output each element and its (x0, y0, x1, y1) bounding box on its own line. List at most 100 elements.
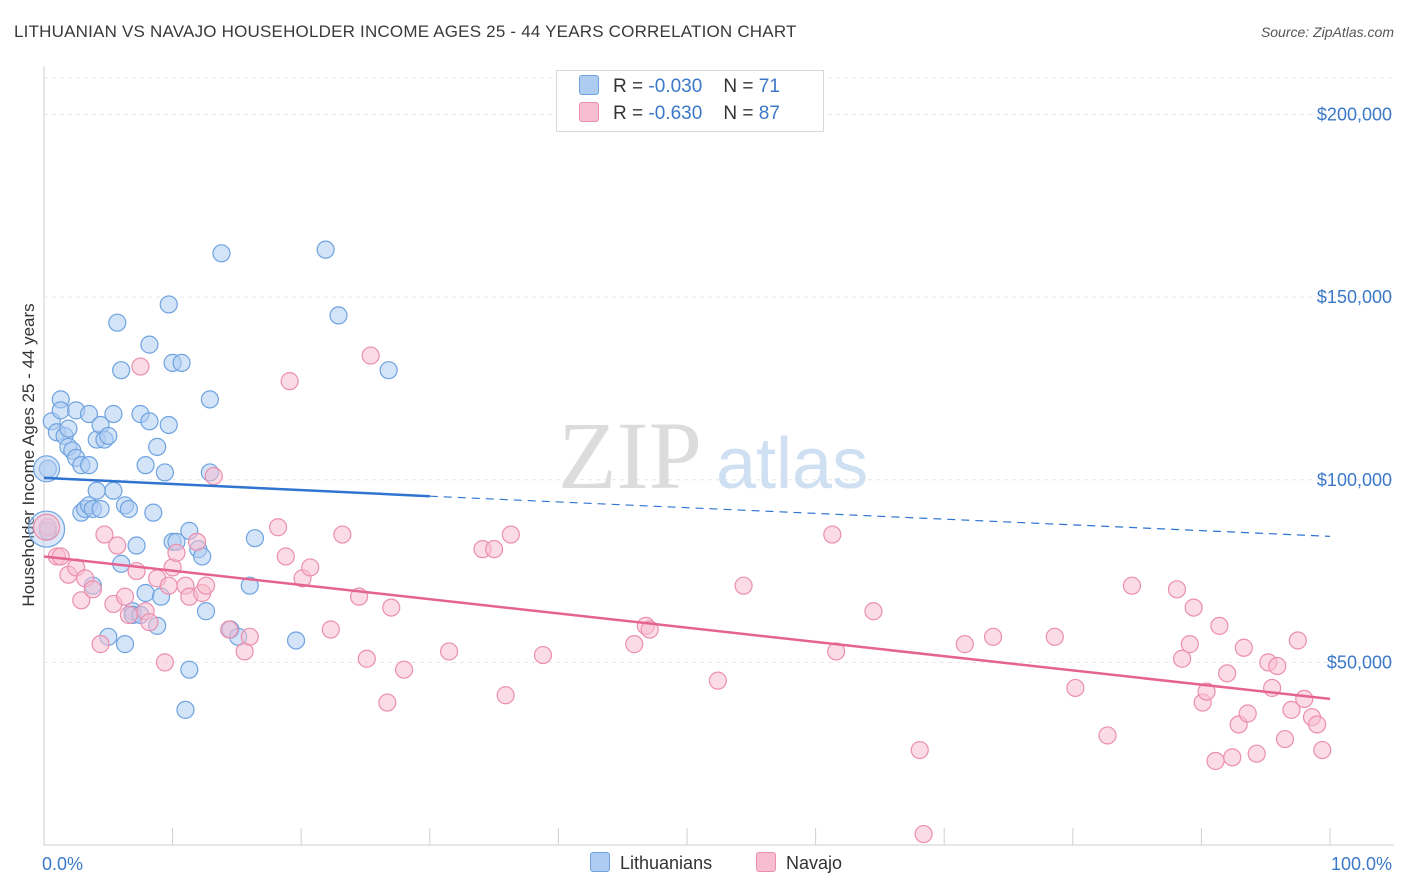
navajo-point (276, 547, 295, 566)
grid-lines (44, 77, 1394, 663)
lithuanian-trend-line (43, 476, 430, 498)
navajo-point (625, 635, 644, 654)
navajo-point (140, 613, 159, 632)
navajo-point (1167, 580, 1187, 599)
x-tick-label: 100.0% (1331, 854, 1392, 874)
navajo-point (864, 602, 883, 621)
lithuanian-point (87, 481, 106, 500)
legend-n-value: 71 (758, 76, 780, 97)
lithuanian-point (159, 295, 178, 314)
lithuanian-point (51, 401, 70, 420)
navajo-point (1275, 729, 1295, 749)
watermark-zip: ZIP (558, 402, 702, 509)
navajo-point (827, 642, 846, 661)
lithuanian-point (104, 481, 123, 500)
navajo-point (708, 671, 727, 690)
lithuanian-point (172, 353, 191, 372)
navajo-point (357, 649, 376, 668)
lithuanian-point (316, 240, 335, 259)
navajo-point (1295, 689, 1314, 709)
navajo-trend-line (43, 555, 1331, 701)
lithuanian-point (79, 456, 99, 475)
navajo-point (1247, 744, 1266, 763)
y-tick-label: $100,000 (1317, 470, 1392, 490)
navajo-point (167, 543, 186, 562)
lithuanian-point (99, 426, 118, 446)
navajo-point (1098, 726, 1117, 745)
navajo-point (1173, 649, 1192, 668)
trend-lines (43, 476, 1331, 701)
navajo-point (914, 824, 933, 844)
lithuanian-point (127, 536, 146, 555)
lithuanian-point (176, 700, 195, 719)
y-tick-label: $200,000 (1317, 105, 1392, 125)
lithuanian-point (148, 437, 167, 456)
navajo-point (361, 346, 380, 365)
x-tick-label: 0.0% (42, 854, 83, 874)
navajo-point (204, 467, 223, 486)
navajo-point (301, 558, 320, 577)
bottom-legend-label-navajo: Navajo (786, 853, 843, 873)
navajo-point (1238, 704, 1257, 723)
lithuanian-point (140, 335, 159, 354)
lithuanian-point (155, 463, 174, 482)
navajo-point (1223, 748, 1242, 767)
legend-r-label: R = (613, 76, 644, 97)
legend-n-value: 87 (758, 103, 780, 124)
navajo-point (155, 653, 174, 672)
lithuanian-point (212, 244, 231, 263)
navajo-point (72, 591, 91, 610)
navajo-point (1308, 715, 1327, 734)
lithuanian-point (159, 415, 178, 435)
navajo-point (439, 642, 459, 661)
axes (43, 66, 1394, 846)
navajo-point (823, 525, 842, 544)
navajo-point (1313, 740, 1332, 760)
lithuanian-point (329, 306, 348, 325)
y-tick-label: $50,000 (1327, 652, 1392, 672)
lithuanian-point (196, 602, 216, 621)
legend-r-value: -0.030 (648, 76, 703, 97)
scatter-points (27, 240, 1332, 844)
lithuanian-point (286, 631, 306, 650)
lithuanian-point (112, 361, 131, 380)
lithuanian-point (240, 576, 259, 595)
navajo-point (378, 693, 397, 712)
navajo-point (240, 627, 259, 646)
bottom-legend-swatch-lithuanians (590, 852, 610, 872)
y-tick-label: $150,000 (1317, 287, 1392, 307)
navajo-point (533, 645, 553, 665)
lithuanian-point (180, 660, 199, 679)
navajo-point (1268, 656, 1287, 676)
legend-r-label: R = (613, 103, 644, 124)
navajo-point (220, 620, 239, 639)
lithuanian-point (144, 503, 163, 522)
navajo-point (115, 587, 135, 606)
lithuanian-point (136, 456, 155, 475)
navajo-point (1282, 700, 1301, 719)
lithuanian-point (136, 583, 155, 603)
lithuanian-point (379, 361, 398, 380)
lithuanian-point (108, 313, 127, 332)
navajo-point (1122, 576, 1142, 595)
navajo-point (1206, 751, 1225, 771)
navajo-point (159, 576, 178, 595)
tick-labels: $50,000 $100,000 $150,000 $200,000 0.0% 100.0… (42, 105, 1392, 874)
navajo-point (382, 598, 401, 617)
navajo-point (1288, 631, 1307, 650)
navajo-point (983, 627, 1003, 646)
lithuanian-trend-extension (429, 495, 1331, 537)
navajo-point (1210, 616, 1229, 635)
navajo-point (1234, 638, 1253, 657)
bottom-legend-swatch-navajo (756, 852, 776, 872)
navajo-point (268, 518, 288, 537)
lithuanian-point-cluster (32, 455, 61, 483)
watermark: ZIP atlas (558, 402, 868, 509)
legend-swatch-lithuanians (579, 75, 599, 95)
correlation-legend: R = -0.030 N = 71 R = -0.630 N = 87 (556, 70, 824, 132)
navajo-point (1180, 635, 1199, 654)
lithuanian-point (119, 499, 138, 519)
navajo-point (95, 525, 114, 544)
navajo-point (501, 525, 520, 544)
